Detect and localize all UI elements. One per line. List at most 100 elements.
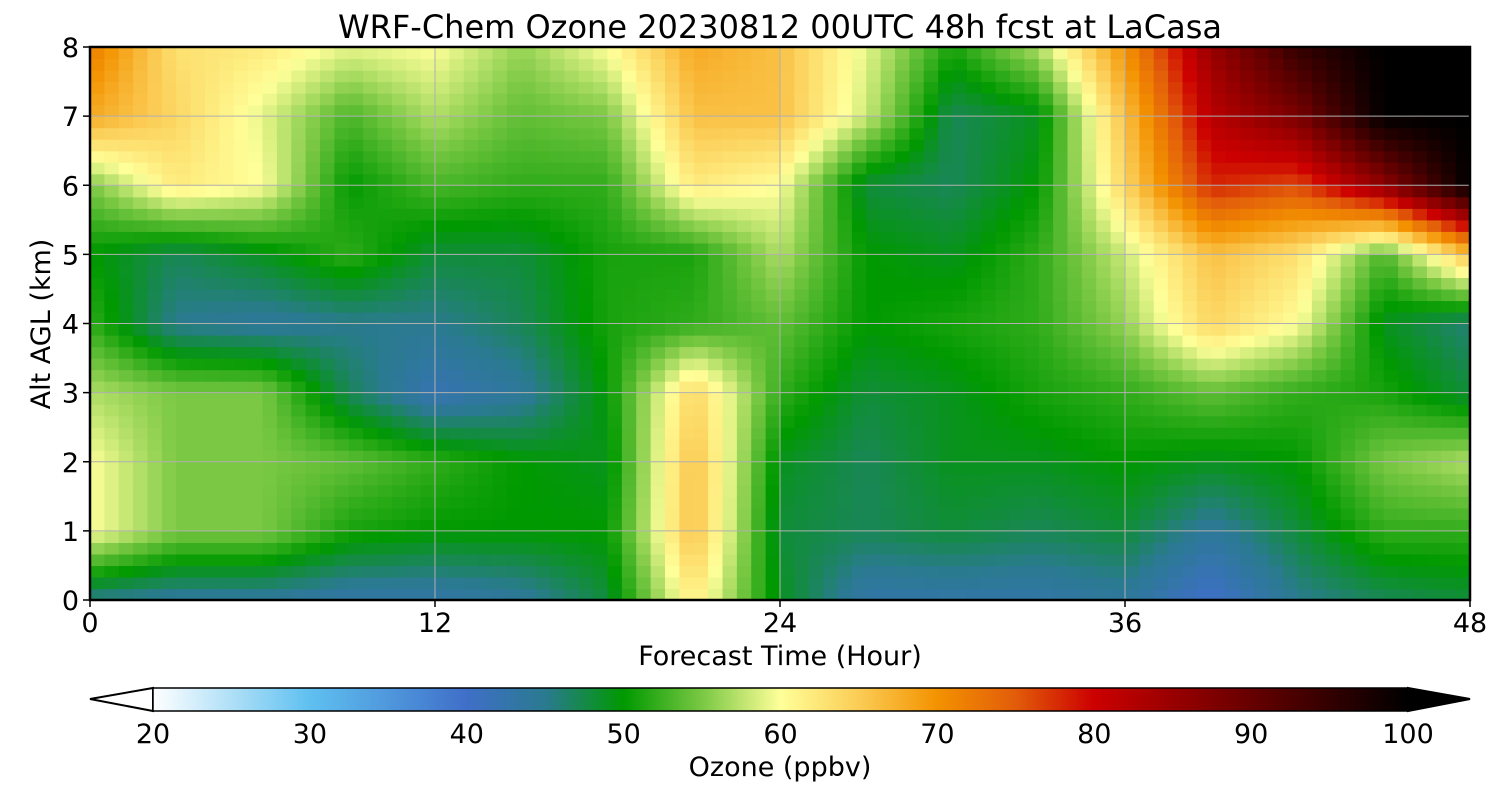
heatmap-cell xyxy=(535,242,551,255)
heatmap-cell xyxy=(1340,219,1356,232)
heatmap-cell xyxy=(334,300,350,313)
heatmap-cell xyxy=(1081,450,1097,463)
heatmap-cell xyxy=(334,381,350,394)
heatmap-cell xyxy=(506,392,522,405)
heatmap-cell xyxy=(995,530,1011,543)
heatmap-cell xyxy=(981,404,997,417)
heatmap-cell xyxy=(650,265,666,279)
heatmap-cell xyxy=(449,139,465,152)
heatmap-cell xyxy=(1398,127,1414,140)
heatmap-cell xyxy=(348,254,364,267)
heatmap-cell xyxy=(837,231,853,244)
heatmap-cell xyxy=(1225,300,1241,313)
heatmap-cell xyxy=(1297,150,1313,163)
heatmap-cell xyxy=(1426,369,1442,382)
heatmap-cell xyxy=(205,162,220,175)
heatmap-cell xyxy=(1441,519,1457,532)
heatmap-cell xyxy=(205,369,220,382)
heatmap-cell xyxy=(305,323,321,336)
heatmap-cell xyxy=(1398,553,1414,567)
heatmap-cell xyxy=(118,496,134,509)
heatmap-cell xyxy=(1455,358,1470,371)
heatmap-cell xyxy=(607,323,623,336)
heatmap-cell xyxy=(492,496,508,509)
heatmap-cell xyxy=(463,104,479,117)
heatmap-cell xyxy=(1125,473,1140,486)
heatmap-cell xyxy=(909,392,925,405)
heatmap-cell xyxy=(305,335,321,348)
heatmap-cell xyxy=(938,162,954,175)
heatmap-cell xyxy=(248,473,264,486)
heatmap-cell xyxy=(276,346,292,359)
heatmap-cell xyxy=(794,507,810,520)
heatmap-cell xyxy=(161,277,177,290)
heatmap-cell xyxy=(1355,507,1370,520)
heatmap-cell xyxy=(1398,450,1414,463)
heatmap-cell xyxy=(535,277,551,290)
heatmap-cell xyxy=(808,381,824,394)
heatmap-cell xyxy=(1053,461,1069,474)
heatmap-cell xyxy=(1268,219,1284,232)
heatmap-cell xyxy=(851,358,867,371)
heatmap-cell xyxy=(406,139,422,152)
heatmap-cell xyxy=(1441,427,1457,440)
heatmap-cell xyxy=(1268,81,1284,94)
heatmap-cell xyxy=(550,438,565,451)
heatmap-cell xyxy=(1196,358,1212,371)
heatmap-cell xyxy=(1326,300,1342,313)
heatmap-cell xyxy=(665,473,680,486)
heatmap-cell xyxy=(1196,93,1212,106)
heatmap-cell xyxy=(219,104,235,117)
heatmap-cell xyxy=(262,208,278,221)
heatmap-cell xyxy=(1153,335,1169,348)
heatmap-cell xyxy=(1426,519,1442,532)
heatmap-cell xyxy=(147,81,163,94)
heatmap-cell xyxy=(291,104,307,117)
heatmap-cell xyxy=(679,254,695,267)
heatmap-cell xyxy=(1096,450,1112,463)
heatmap-cell xyxy=(1125,219,1140,232)
heatmap-cell xyxy=(219,565,235,578)
heatmap-cell xyxy=(104,58,120,71)
heatmap-cell xyxy=(118,530,134,543)
heatmap-cell xyxy=(607,461,623,474)
heatmap-cell xyxy=(1412,542,1428,555)
heatmap-cell xyxy=(262,392,278,405)
heatmap-cell xyxy=(190,300,206,313)
heatmap-cell xyxy=(90,346,105,359)
heatmap-cell xyxy=(679,404,695,417)
heatmap-cell xyxy=(463,576,479,590)
heatmap-cell xyxy=(406,127,422,140)
heatmap-cell xyxy=(161,438,177,451)
heatmap-cell xyxy=(1024,507,1040,520)
heatmap-cell xyxy=(1426,323,1442,336)
heatmap-cell xyxy=(794,369,810,382)
heatmap-cell xyxy=(1426,139,1442,152)
heatmap-cell xyxy=(363,185,379,198)
heatmap-cell xyxy=(1110,58,1126,71)
heatmap-cell xyxy=(823,473,839,486)
heatmap-cell xyxy=(621,254,637,267)
heatmap-cell xyxy=(823,93,839,106)
heatmap-cell xyxy=(219,404,235,417)
heatmap-cell xyxy=(880,104,896,117)
heatmap-cell xyxy=(765,438,781,451)
heatmap-cell xyxy=(147,104,163,117)
heatmap-cell xyxy=(176,427,192,440)
heatmap-cell xyxy=(118,242,134,255)
heatmap-cell xyxy=(607,116,623,129)
heatmap-cell xyxy=(650,427,666,440)
heatmap-cell xyxy=(823,277,839,290)
heatmap-cell xyxy=(435,369,450,382)
chart-title: WRF-Chem Ozone 20230812 00UTC 48h fcst a… xyxy=(338,8,1222,46)
heatmap-cell xyxy=(1038,346,1054,359)
heatmap-cell xyxy=(262,254,278,267)
heatmap-cell xyxy=(1110,461,1126,474)
heatmap-cell xyxy=(636,507,652,520)
heatmap-cell xyxy=(607,219,623,232)
heatmap-cell xyxy=(147,196,163,209)
heatmap-cell xyxy=(1196,530,1212,543)
heatmap-cell xyxy=(233,496,249,509)
heatmap-cell xyxy=(248,288,264,302)
heatmap-cell xyxy=(995,70,1011,83)
